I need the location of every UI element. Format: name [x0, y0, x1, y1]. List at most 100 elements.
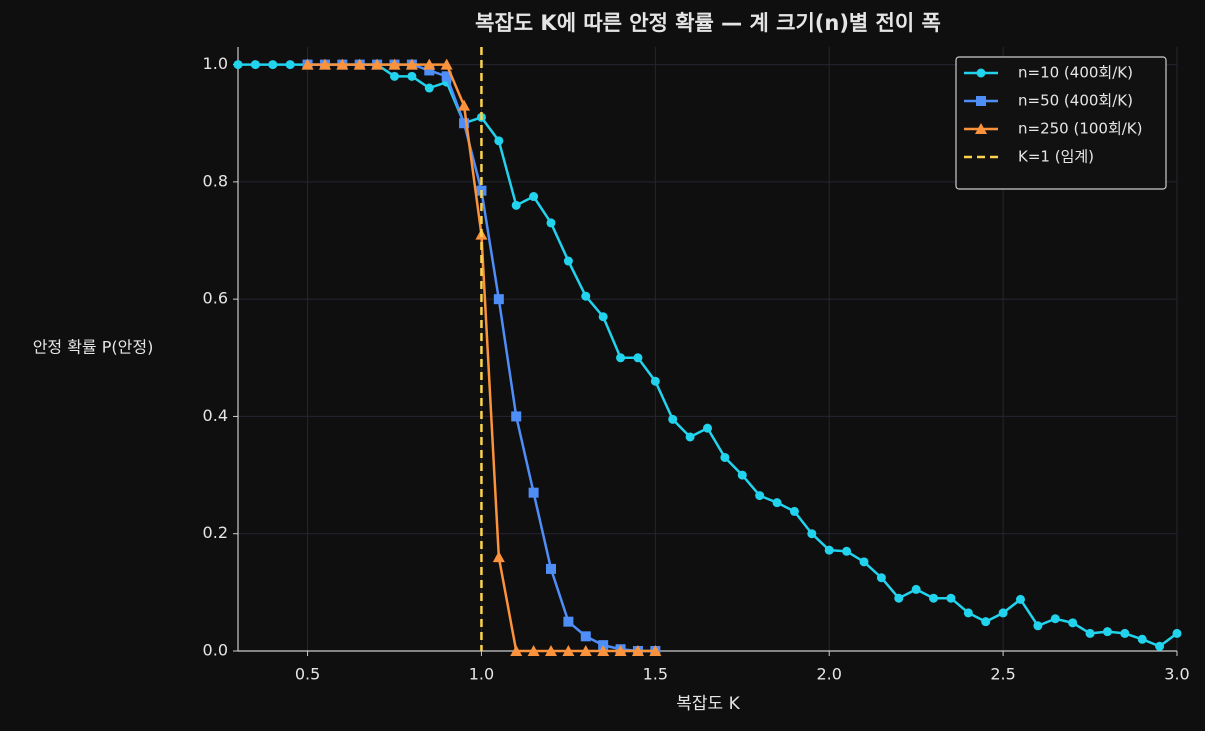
- legend-marker: [976, 68, 986, 78]
- marker: [459, 118, 470, 129]
- marker: [597, 645, 610, 656]
- marker: [579, 645, 592, 656]
- marker: [545, 645, 557, 656]
- marker: [1120, 628, 1130, 638]
- marker: [458, 99, 471, 111]
- marker: [842, 546, 852, 556]
- marker: [562, 645, 575, 656]
- marker: [318, 58, 331, 70]
- marker: [598, 312, 608, 322]
- marker: [424, 83, 434, 93]
- legend-label: n=50 (400회/K): [1018, 92, 1133, 110]
- marker: [440, 58, 453, 70]
- legend-marker: [975, 123, 987, 134]
- marker: [581, 291, 591, 301]
- marker: [703, 423, 712, 433]
- marker: [649, 645, 662, 656]
- marker: [720, 452, 730, 462]
- marker: [824, 545, 834, 555]
- marker: [616, 353, 626, 363]
- marker: [929, 593, 939, 603]
- marker: [1172, 628, 1182, 638]
- marker: [493, 294, 504, 305]
- marker: [390, 71, 399, 81]
- marker: [1033, 621, 1043, 631]
- marker: [528, 487, 539, 498]
- marker: [1050, 614, 1060, 624]
- marker: [1137, 634, 1147, 644]
- marker: [250, 60, 260, 70]
- marker: [336, 58, 349, 70]
- marker: [1102, 627, 1112, 637]
- marker: [423, 58, 436, 70]
- x-tick-label: 0.5: [295, 665, 320, 684]
- marker: [859, 557, 869, 567]
- marker: [529, 192, 539, 202]
- marker: [546, 563, 556, 574]
- marker: [1085, 628, 1095, 638]
- marker: [1016, 594, 1025, 604]
- marker: [546, 218, 556, 228]
- chart-title: 복잡도 K에 따른 안정 확률 — 계 크기(n)별 전이 폭: [475, 11, 941, 35]
- marker: [894, 593, 904, 603]
- marker: [911, 584, 921, 594]
- marker: [511, 411, 522, 422]
- marker: [353, 58, 366, 70]
- marker: [301, 58, 314, 70]
- marker: [407, 71, 417, 81]
- marker: [371, 58, 384, 70]
- marker: [268, 60, 278, 70]
- marker: [614, 645, 627, 656]
- legend-box: [955, 56, 1167, 190]
- marker: [511, 200, 521, 210]
- legend-label: n=10 (400회/K): [1018, 64, 1133, 82]
- marker: [668, 414, 678, 424]
- marker: [1155, 641, 1165, 651]
- marker: [685, 432, 695, 442]
- marker: [755, 491, 765, 501]
- x-axis-label: 복잡도 K: [676, 694, 740, 714]
- y-tick-label: 0.8: [203, 171, 228, 190]
- x-tick-label: 1.5: [643, 665, 668, 684]
- y-tick-label: 0.4: [203, 406, 228, 425]
- marker: [650, 376, 660, 386]
- marker: [998, 608, 1008, 618]
- x-tick-label: 1.0: [469, 665, 494, 684]
- marker: [789, 506, 799, 516]
- marker: [1068, 618, 1078, 628]
- x-tick-label: 3.0: [1164, 665, 1189, 684]
- legend-marker: [976, 96, 986, 106]
- marker: [772, 498, 782, 508]
- marker: [510, 645, 523, 656]
- marker: [233, 60, 243, 70]
- marker: [807, 529, 817, 539]
- y-tick-label: 0.6: [203, 289, 228, 308]
- marker: [405, 58, 418, 70]
- marker: [441, 71, 452, 82]
- marker: [633, 353, 643, 363]
- y-axis-label: 안정 확률 P(안정): [33, 338, 154, 357]
- x-tick-label: 2.5: [990, 665, 1015, 684]
- legend-label: n=250 (100회/K): [1018, 120, 1143, 138]
- marker: [527, 645, 540, 656]
- x-tick-label: 2.0: [816, 665, 841, 684]
- marker: [737, 470, 747, 480]
- marker: [876, 573, 886, 583]
- marker: [563, 256, 573, 266]
- marker: [388, 58, 401, 70]
- y-tick-label: 0.0: [203, 641, 228, 660]
- marker: [981, 617, 991, 627]
- legend-label: K=1 (임계): [1018, 148, 1094, 166]
- marker: [494, 136, 504, 146]
- y-tick-label: 1.0: [203, 54, 228, 73]
- y-tick-label: 0.2: [203, 523, 228, 542]
- marker: [492, 551, 505, 563]
- marker: [424, 65, 435, 76]
- marker: [946, 593, 956, 603]
- marker: [963, 608, 973, 618]
- marker: [285, 60, 295, 70]
- marker: [631, 645, 644, 656]
- marker: [580, 631, 591, 642]
- marker: [563, 616, 574, 627]
